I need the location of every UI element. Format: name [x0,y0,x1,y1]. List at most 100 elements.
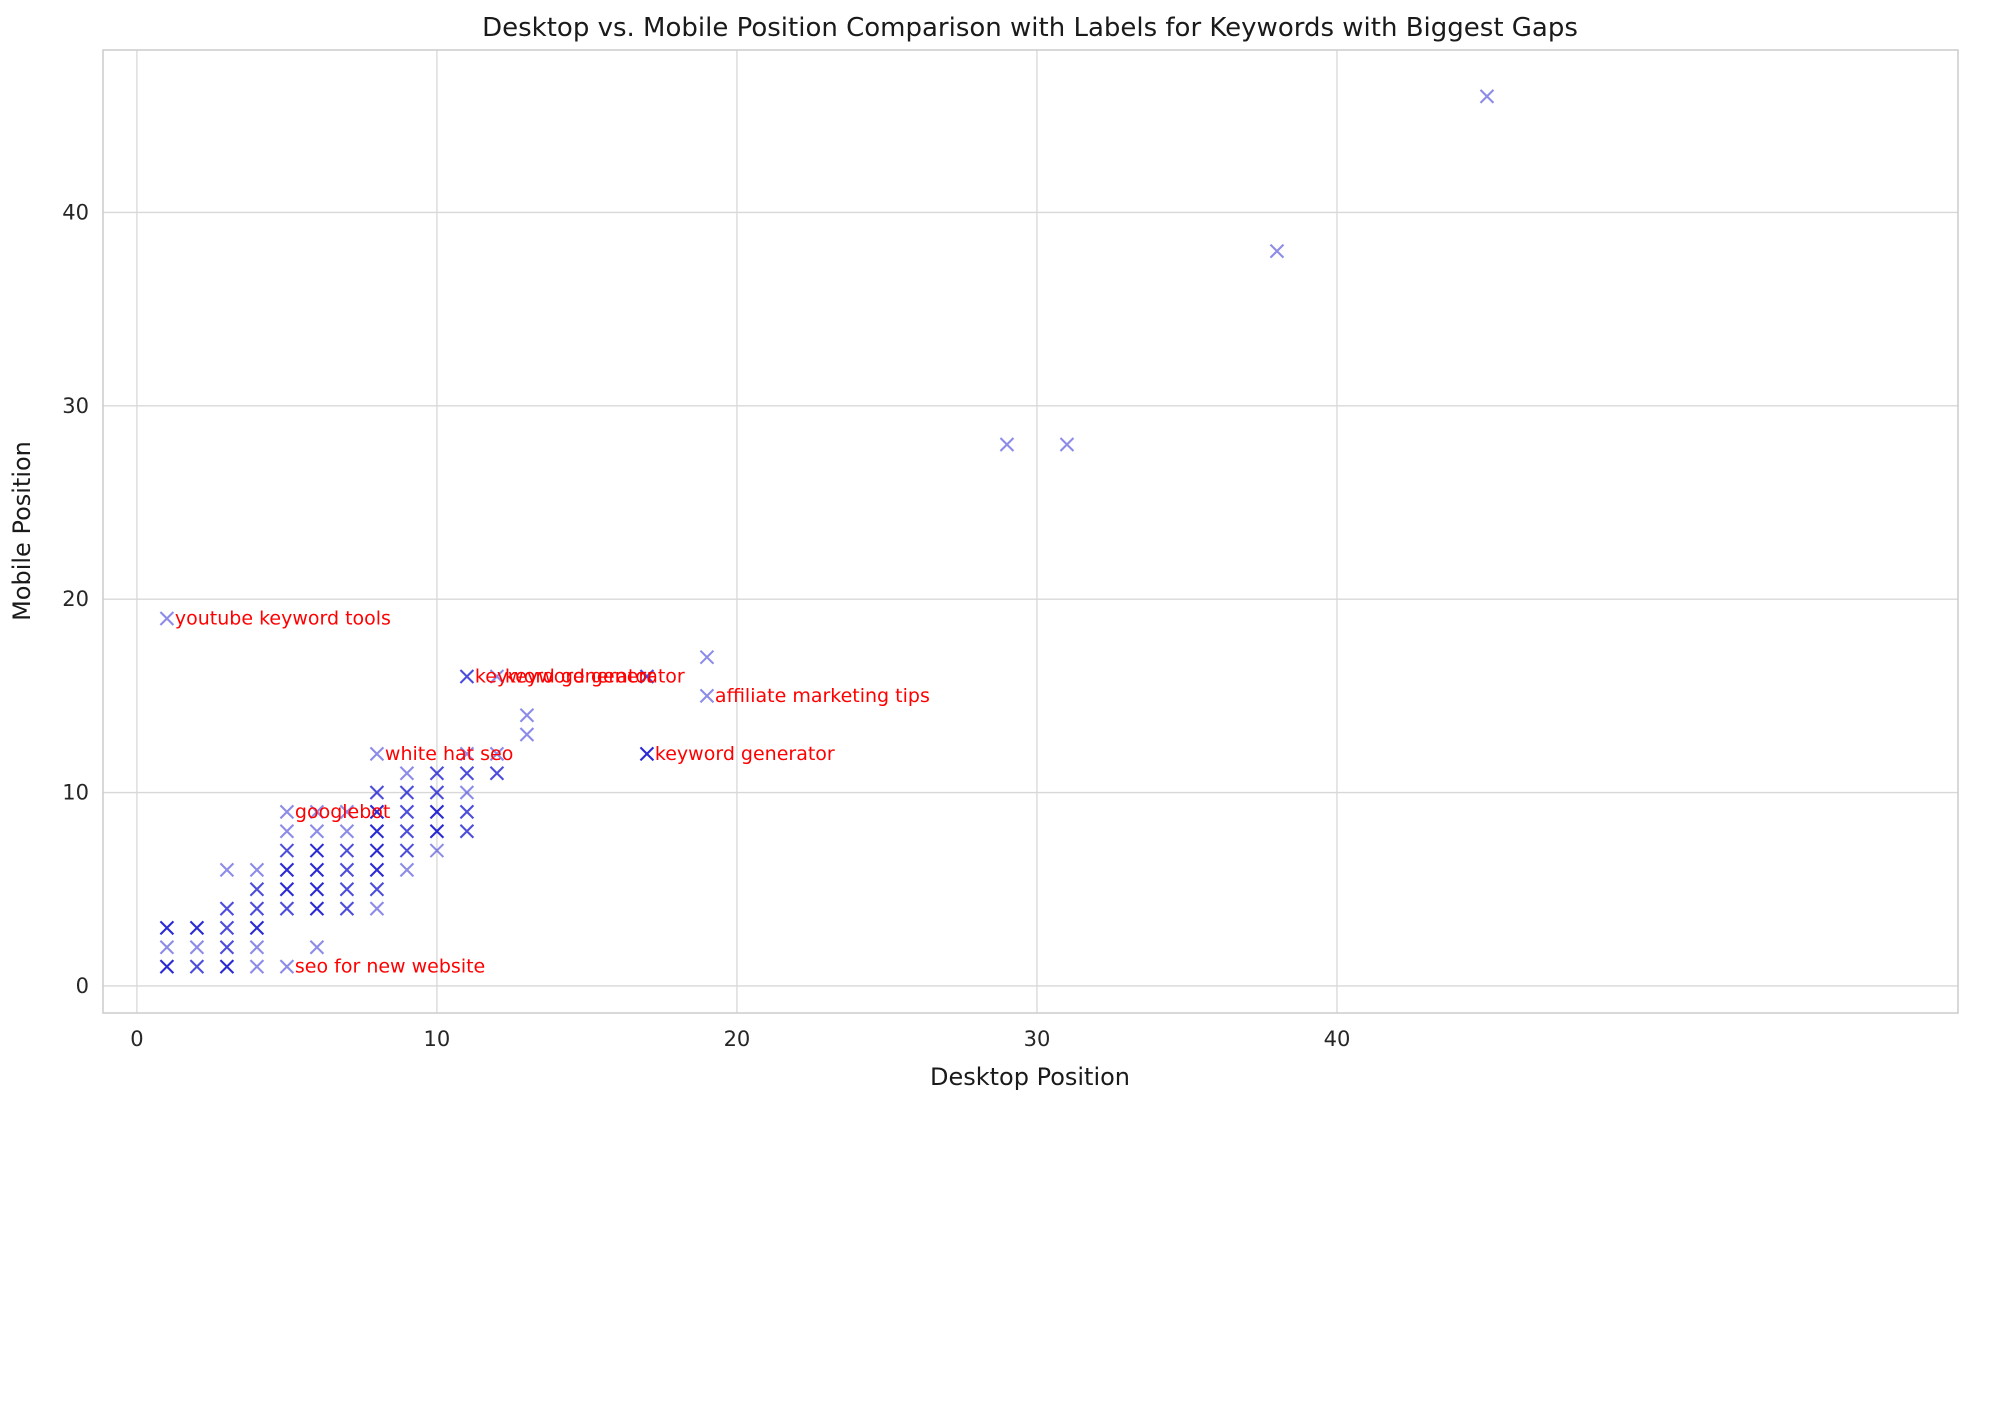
scatter-point [369,823,385,839]
scatter-point [249,940,265,955]
scatter-point [429,843,445,858]
scatter-point [309,881,325,897]
scatter-point [159,959,175,974]
scatter-point [399,843,415,858]
x-tick-label: 0 [130,1027,143,1051]
scatter-point [339,843,355,858]
scatter-point [249,901,265,916]
y-tick-label: 40 [62,200,89,224]
x-tick-label: 40 [1324,1027,1351,1051]
scatter-point [399,823,415,839]
scatter-point [429,804,445,820]
y-tick-label: 30 [62,394,89,418]
scatter-point [249,959,265,974]
scatter-point [279,843,295,858]
y-tick-label: 10 [62,781,89,805]
scatter-point [339,862,355,878]
keyword-annotation: affiliate marketing tips [715,685,930,707]
scatter-point [279,881,295,897]
scatter-point [249,881,265,897]
scatter-point [369,881,385,897]
scatter-point [279,901,295,916]
scatter-point [519,727,535,742]
scatter-point [369,862,385,878]
scatter-point [459,669,475,684]
plot-border [102,49,1959,1014]
scatter-point [369,804,385,820]
scatter-point [369,843,385,858]
scatter-point [459,804,475,820]
scatter-point [399,862,415,878]
scatter-point [429,765,445,781]
scatter-point [399,785,415,800]
scatter-point [639,746,655,762]
y-axis-label: Mobile Position [8,441,36,621]
scatter-point [489,669,505,684]
scatter-point [249,862,265,878]
keyword-annotation: seo for new website [295,956,485,978]
scatter-point [369,901,385,916]
y-tick-label: 0 [76,974,89,998]
scatter-point [699,649,715,665]
scatter-point [219,940,235,955]
x-tick-label: 30 [1024,1027,1051,1051]
scatter-point [339,881,355,897]
scatter-point [699,688,715,704]
scatter-point [459,746,475,762]
scatter-point [489,746,505,762]
scatter-point [159,920,175,936]
scatter-point [279,959,295,974]
scatter-point [369,785,385,800]
scatter-point [519,707,535,723]
scatter-point [189,959,205,974]
scatter-point [1479,89,1495,104]
keyword-annotation: youtube keyword tools [175,608,391,630]
scatter-point [459,785,475,800]
scatter-point [399,765,415,781]
scatter-point [189,920,205,936]
scatter-point [189,940,205,955]
keyword-annotation: googlebot [295,801,390,823]
scatter-point [219,901,235,916]
keyword-annotation: keyword generator [475,666,655,688]
scatter-point [339,901,355,916]
scatter-point [369,746,385,762]
x-tick-label: 20 [724,1027,751,1051]
points-layer [159,89,1495,974]
scatter-point [999,437,1015,452]
scatter-point [159,611,175,626]
y-tick-label: 20 [62,587,89,611]
scatter-point [279,862,295,878]
scatter-point [459,823,475,839]
scatter-point [219,862,235,878]
grid-layer: 0 10 20 30 40 0 10 20 30 40 [62,50,1958,1051]
scatter-point [159,940,175,955]
scatter-point [339,804,355,820]
scatter-point [219,959,235,974]
scatter-point [1059,437,1075,452]
keyword-annotation: keyword generator [655,743,835,765]
scatter-point [339,823,355,839]
plot-background [103,50,1958,1013]
chart-title: Desktop vs. Mobile Position Comparison w… [482,13,1578,43]
keyword-annotation: keyword generator [505,666,685,688]
scatter-point [429,785,445,800]
scatter-point [309,940,325,955]
scatter-point [399,804,415,820]
scatter-point [489,765,505,781]
scatter-point [309,862,325,878]
scatter-point [279,804,295,820]
scatter-point [249,920,265,936]
x-tick-label: 10 [424,1027,451,1051]
scatter-point [309,804,325,820]
keyword-annotation: white hat seo [385,743,513,765]
scatter-point [219,920,235,936]
scatter-point [639,669,655,684]
x-axis-label: Desktop Position [930,1063,1130,1091]
scatter-point [279,823,295,839]
scatter-point [459,765,475,781]
scatter-point [309,901,325,916]
